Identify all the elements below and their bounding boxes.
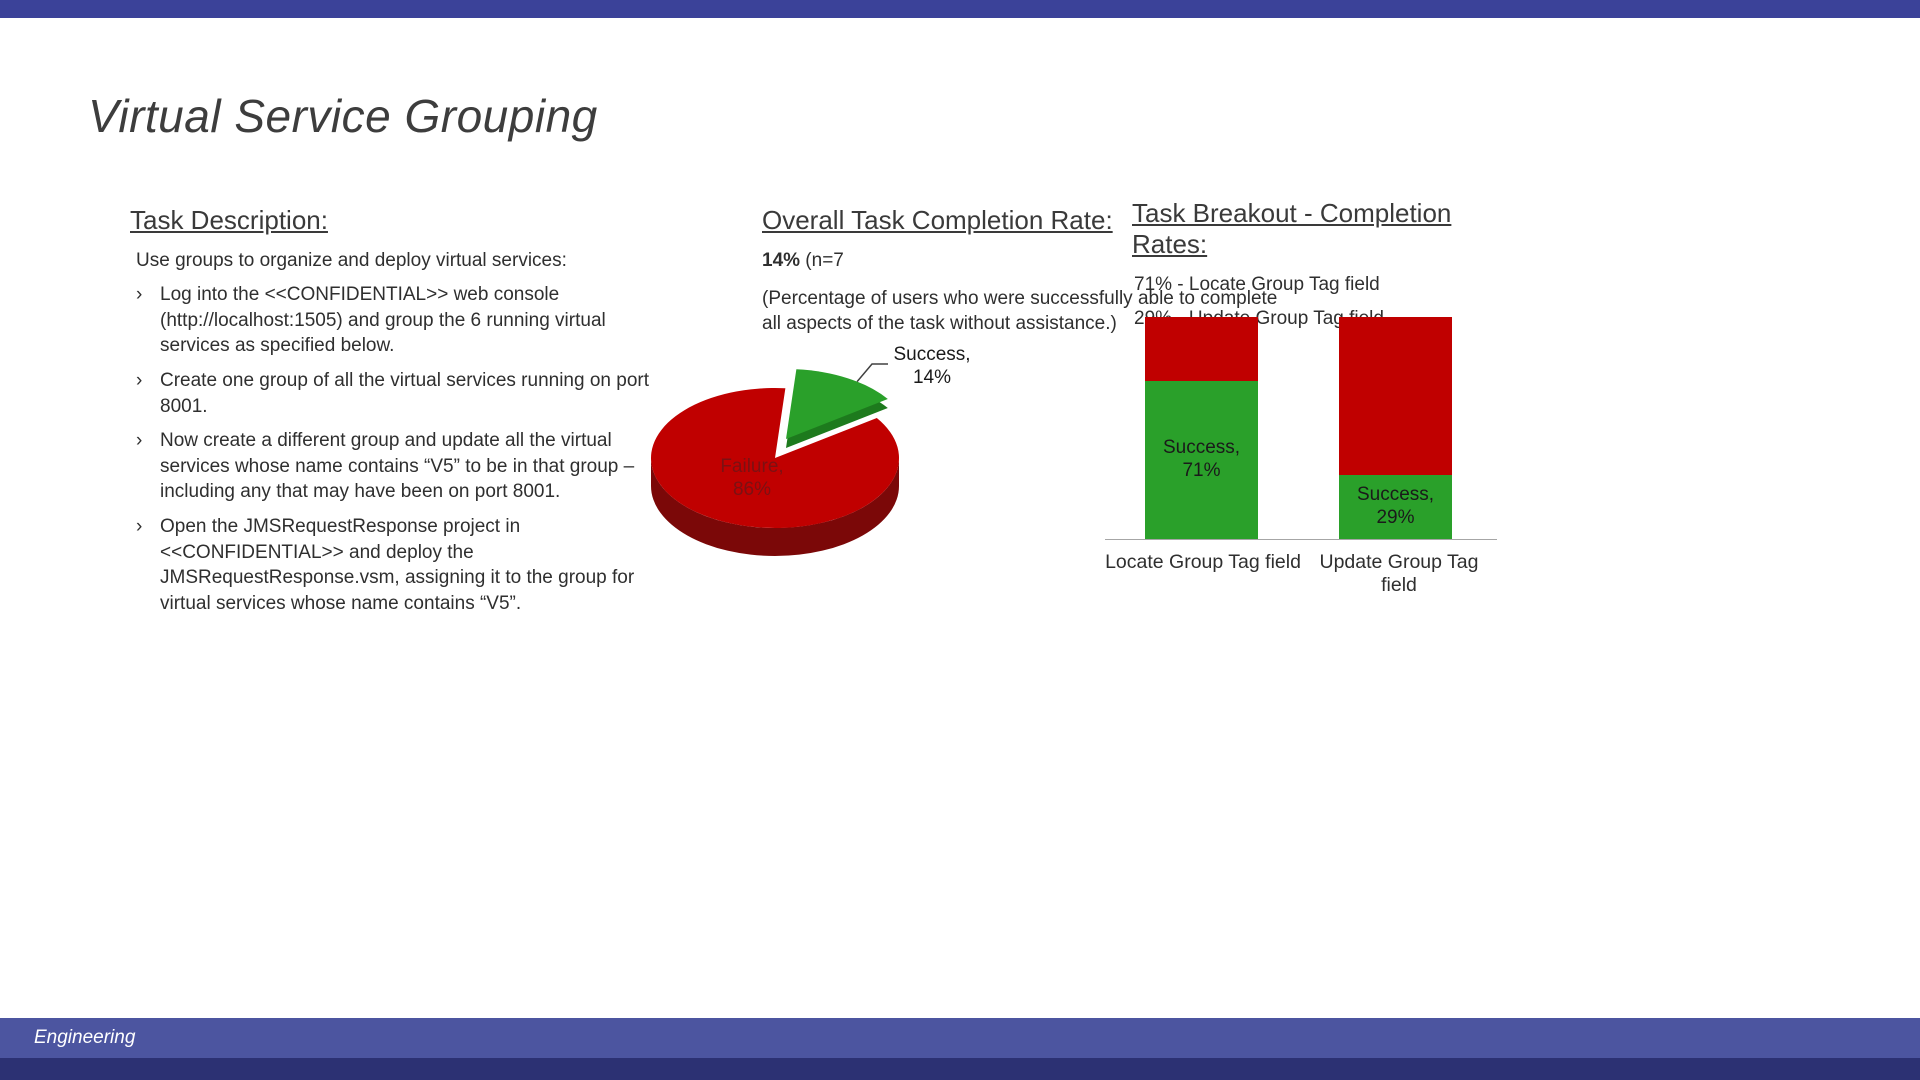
bar-segment-failure — [1145, 317, 1258, 382]
bullet-marker-icon: › — [136, 369, 143, 391]
bar-category-labels: Locate Group Tag field Update Group Tag … — [1105, 551, 1497, 597]
pie-leader-line — [856, 363, 888, 383]
task-bullet-list: › Log into the <<CONFIDENTIAL>> web conso… — [130, 282, 670, 617]
bullet-marker-icon: › — [136, 284, 143, 305]
bullet-text: Open the JMSRequestResponse project in <… — [160, 516, 635, 615]
pie-label-success: Success, 14% — [893, 344, 971, 388]
task-bullet-item: › Log into the <<CONFIDENTIAL>> web conso… — [136, 282, 670, 359]
footer-accent-bar: Engineering — [0, 1018, 1920, 1058]
bar-segment-success: Success, 71% — [1145, 381, 1258, 539]
pie-failure-slice — [651, 388, 899, 528]
bar-segment-label: Success, 29% — [1356, 484, 1435, 528]
footer-dark-bar — [0, 1058, 1920, 1080]
stat-value: 14% — [762, 250, 801, 271]
completion-rate-note: (Percentage of users who were successful… — [762, 288, 1278, 335]
bullet-marker-icon: › — [136, 430, 143, 452]
stacked-bar: Success, 71% — [1145, 317, 1258, 539]
task-description-section: Task Description: Use groups to organize… — [130, 205, 670, 626]
bullet-text: Log into the <<CONFIDENTIAL>> web consol… — [160, 284, 606, 357]
task-bullet-item: › Open the JMSRequestResponse project in … — [136, 514, 670, 617]
task-bullet-item: › Now create a different group and update… — [136, 428, 670, 505]
task-bullet-item: › Create one group of all the virtual ser… — [136, 368, 670, 419]
pie-label-failure: Failure, 86% — [720, 456, 784, 500]
stacked-bar: Success, 29% — [1339, 317, 1452, 539]
bar-segment-label: Success, 71% — [1162, 437, 1241, 482]
page-title: Virtual Service Grouping — [88, 89, 598, 142]
pie-chart-svg — [651, 363, 899, 556]
bar-segment-success: Success, 29% — [1339, 474, 1452, 539]
completion-rate-section: Overall Task Completion Rate: 14% (n=7 (… — [762, 205, 1287, 336]
task-intro-text: Use groups to organize and deploy virtua… — [136, 250, 567, 271]
completion-rate-stat: 14% (n=7 — [762, 250, 1287, 272]
bar-segment-failure — [1339, 317, 1452, 475]
task-breakout-heading: Task Breakout - Completion Rates: — [1132, 198, 1452, 259]
stat-suffix: (n=7 — [800, 250, 844, 271]
bullet-text: Now create a different group and update … — [160, 430, 635, 503]
pie-chart — [620, 330, 1100, 570]
completion-rate-heading: Overall Task Completion Rate: — [762, 205, 1113, 235]
breakout-rate-line: 71% - Locate Group Tag field — [1134, 274, 1380, 295]
task-description-heading: Task Description: — [130, 205, 328, 235]
bullet-marker-icon: › — [136, 516, 143, 538]
pie-success-slice — [786, 369, 888, 439]
bar-category-label: Update Group Tag field — [1319, 551, 1479, 596]
footer-label: Engineering — [34, 1027, 136, 1048]
top-accent-bar — [0, 0, 1920, 18]
stacked-bar-chart: Success, 71% Success, 29% — [1105, 316, 1497, 540]
bullet-text: Create one group of all the virtual serv… — [160, 369, 649, 417]
bar-category-label: Locate Group Tag field — [1105, 551, 1301, 573]
pie-failure-side — [651, 458, 899, 556]
